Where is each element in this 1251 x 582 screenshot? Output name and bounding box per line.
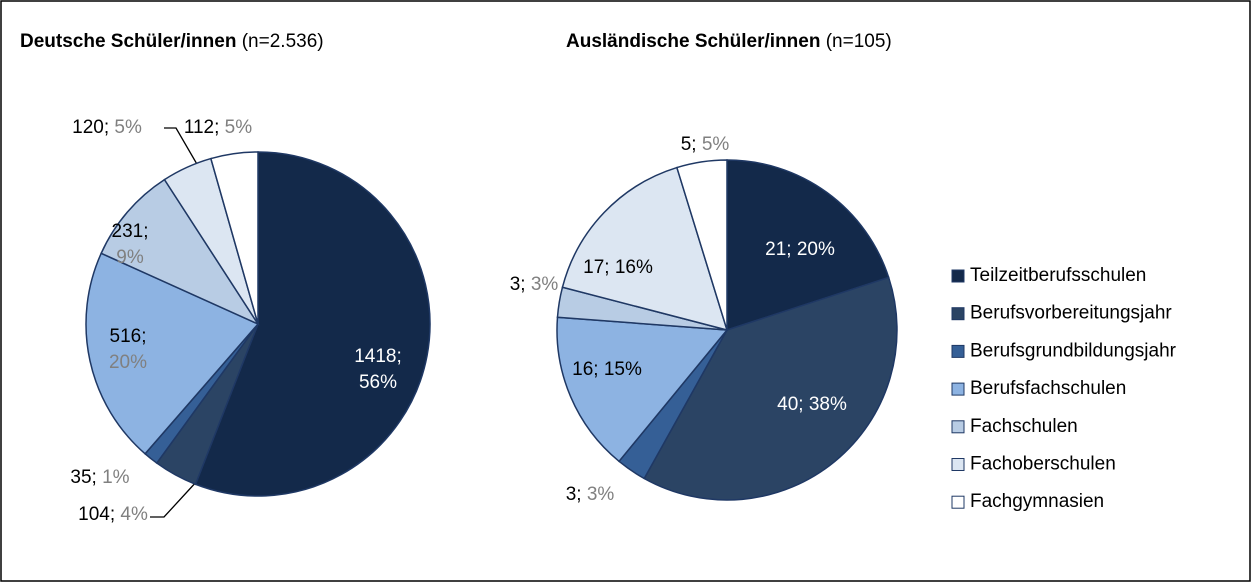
- label-percent: 5%: [219, 117, 252, 138]
- label-count: 16;: [572, 359, 598, 380]
- label-percent: 20%: [109, 352, 147, 373]
- legend-swatch: [951, 420, 965, 434]
- data-label: 5; 5%: [681, 134, 730, 155]
- data-label: 516; 20%: [109, 326, 147, 373]
- pie-slice: [100, 178, 261, 326]
- pie-slice: [726, 159, 890, 332]
- label-percent: 16%: [610, 257, 653, 278]
- legend-label: Berufsvorbereitungsjahr: [970, 303, 1172, 324]
- label-count: 231;: [112, 221, 149, 242]
- legend-label: Teilzeitberufsschulen: [970, 265, 1146, 286]
- data-label: 120; 5%: [72, 117, 142, 138]
- label-percent: 20%: [792, 239, 835, 260]
- legend-label: Fachgymnasien: [970, 491, 1104, 512]
- label-count: 5;: [681, 134, 697, 155]
- legend-label: Fachschulen: [970, 416, 1078, 437]
- data-label: 1418; 56%: [354, 346, 402, 393]
- data-label: 231; 9%: [112, 221, 149, 268]
- pie-slice: [85, 252, 260, 455]
- label-count: 3;: [510, 274, 526, 295]
- label-count: 120;: [72, 117, 109, 138]
- data-label: 3; 3%: [566, 484, 615, 505]
- data-label: 3; 3%: [510, 274, 559, 295]
- label-percent: 3%: [526, 274, 559, 295]
- data-label: 112; 5%: [184, 117, 252, 138]
- legend-swatch: [951, 307, 965, 321]
- label-count: 21;: [765, 239, 791, 260]
- label-percent: 15%: [599, 359, 642, 380]
- chart-title: Ausländische Schüler/innen (n=105): [566, 31, 892, 52]
- legend-swatch: [951, 269, 965, 283]
- label-count: 104;: [78, 504, 115, 525]
- label-percent: 5%: [109, 117, 142, 138]
- pie-slice: [643, 276, 898, 501]
- data-label: 104; 4%: [78, 504, 148, 525]
- label-count: 1418;: [354, 346, 402, 367]
- data-label: 40; 38%: [777, 394, 847, 415]
- label-percent: 3%: [582, 484, 615, 505]
- label-percent: 1%: [97, 467, 130, 488]
- data-label: 17; 16%: [583, 257, 653, 278]
- title: Deutsche Schüler/innen: [20, 31, 236, 52]
- subtitle: (n=105): [826, 31, 892, 52]
- label-count: 516;: [110, 326, 147, 347]
- label-percent: 5%: [697, 134, 730, 155]
- pie-slice: [675, 159, 728, 331]
- label-count: 112;: [184, 117, 220, 138]
- legend-label: Berufsgrundbildungsjahr: [970, 340, 1177, 361]
- legend-label: Berufsfachschulen: [970, 378, 1126, 399]
- label-percent: 38%: [804, 394, 847, 415]
- label-count: 17;: [583, 257, 609, 278]
- label-percent: 56%: [359, 372, 397, 393]
- data-label: 21; 20%: [765, 239, 835, 260]
- label-count: 35;: [70, 467, 96, 488]
- chart-title: Deutsche Schüler/innen (n=2.536): [20, 31, 324, 52]
- pie-slice: [561, 166, 729, 332]
- legend-swatch: [951, 495, 965, 509]
- legend-swatch: [951, 382, 965, 396]
- subtitle: (n=2.536): [242, 31, 324, 52]
- label-count: 40;: [777, 394, 803, 415]
- legend-swatch: [951, 344, 965, 358]
- label-percent: 9%: [116, 247, 144, 268]
- pie-slice: [209, 151, 259, 325]
- label-percent: 4%: [115, 504, 148, 525]
- data-label: 35; 1%: [70, 467, 129, 488]
- label-count: 3;: [566, 484, 582, 505]
- pie-slice: [194, 151, 431, 497]
- leader-lines: [150, 127, 206, 518]
- data-label: 16; 15%: [572, 359, 642, 380]
- pie-slice: [556, 316, 729, 463]
- legend-label: Fachoberschulen: [970, 454, 1116, 475]
- title: Ausländische Schüler/innen: [566, 31, 820, 52]
- legend-swatch: [951, 458, 965, 471]
